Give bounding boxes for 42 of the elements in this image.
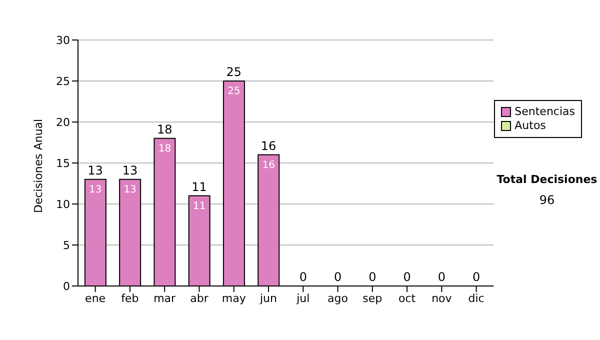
y-axis-title: Decisiones Anual [32, 118, 45, 213]
x-tick-label: feb [121, 292, 139, 305]
total-label: 0 [299, 270, 307, 284]
x-tick-label: nov [432, 292, 452, 305]
y-tick-label: 5 [63, 238, 70, 252]
total-label: 0 [438, 270, 446, 284]
total-label: 0 [403, 270, 411, 284]
x-tick-label: oct [398, 292, 416, 305]
total-label: 0 [368, 270, 376, 284]
total-label: 13 [122, 163, 138, 178]
y-tick-label: 0 [63, 280, 70, 293]
x-tick-label: sep [362, 292, 382, 305]
total-label: 11 [192, 180, 207, 194]
x-tick-label: ene [85, 292, 106, 305]
legend-label: Autos [514, 119, 546, 133]
x-tick-label: jul [296, 292, 310, 305]
data-label: 11 [192, 200, 206, 212]
text: Total Decisiones [496, 173, 598, 186]
y-tick-label: 25 [56, 74, 70, 88]
x-tick-label: mar [154, 292, 176, 305]
total-label: 13 [88, 163, 103, 178]
total-label: 18 [156, 122, 172, 136]
y-tick-label: 30 [56, 34, 70, 47]
data-label: 13 [124, 184, 136, 196]
data-label: 13 [89, 184, 102, 196]
total-label: 16 [260, 138, 276, 153]
x-tick-label: jun [259, 292, 278, 305]
total-label: 0 [334, 270, 342, 284]
y-tick-label: 20 [56, 116, 70, 129]
data-label: 16 [262, 160, 275, 171]
x-tick-label: abr [190, 292, 209, 305]
total-label: 0 [472, 270, 480, 284]
data-label: 25 [228, 86, 240, 97]
data-label: 18 [158, 143, 172, 154]
legend-label: Sentencias [514, 105, 575, 119]
x-tick-label: may [222, 292, 246, 305]
y-tick-label: 10 [56, 198, 70, 211]
x-tick-label: dic [468, 292, 484, 305]
total-label: 25 [226, 65, 242, 79]
y-tick-label: 15 [56, 156, 70, 170]
text: 96 [538, 193, 556, 207]
x-tick-label: ago [328, 292, 348, 305]
